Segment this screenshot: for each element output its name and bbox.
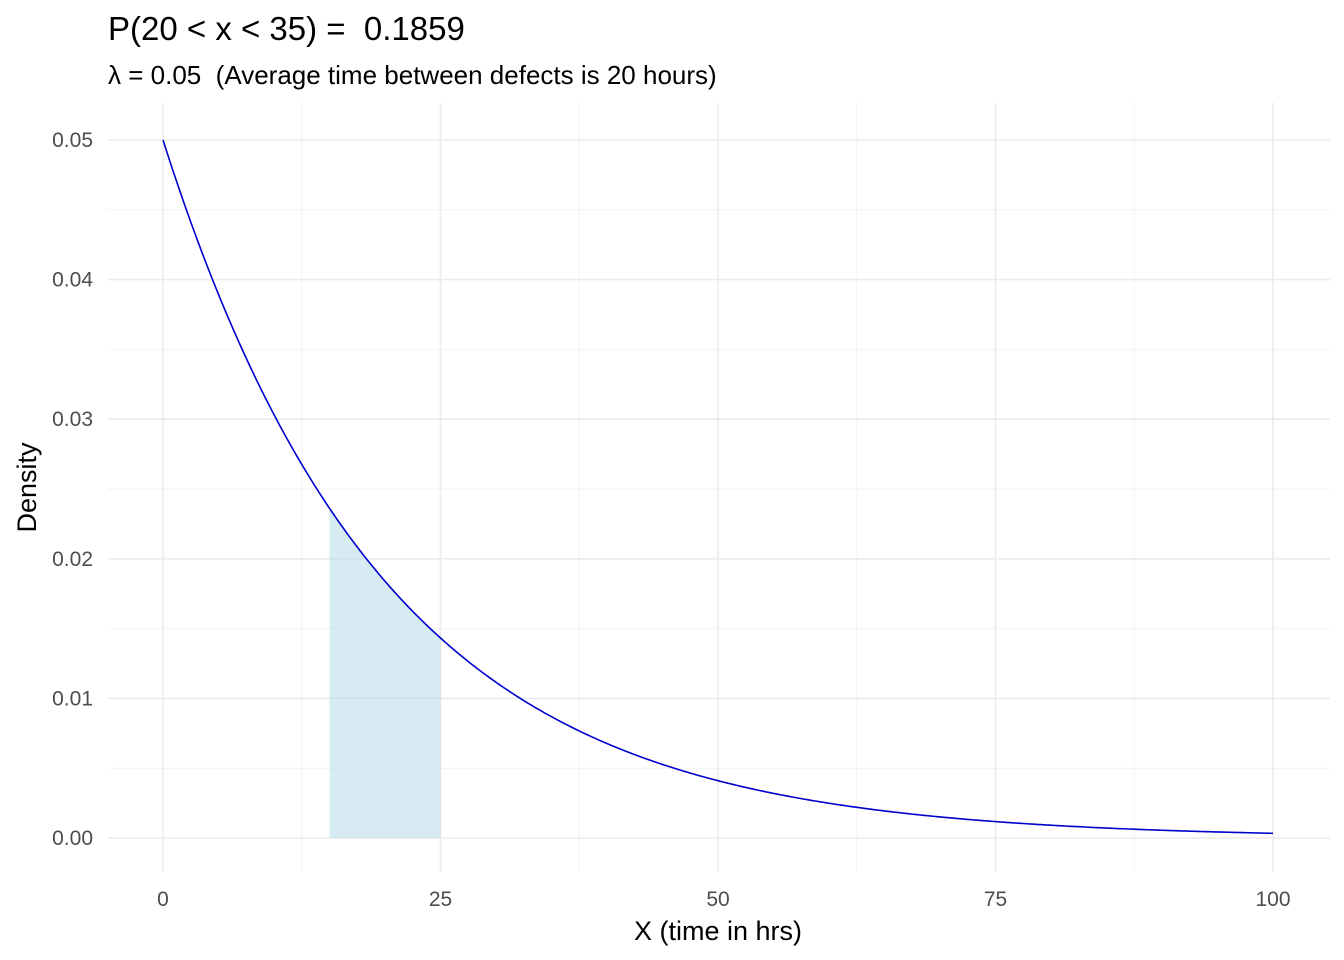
y-axis-ticks: 0.00 0.01 0.02 0.03 0.04 0.05 (52, 129, 93, 850)
density-curve (162, 139, 1274, 835)
x-axis-title: X (time in hrs) (634, 916, 802, 946)
minor-gridlines (108, 103, 1330, 872)
y-tick-label: 0.03 (52, 408, 93, 431)
y-tick-label: 0.00 (52, 827, 93, 850)
x-tick-label: 100 (1255, 888, 1290, 911)
x-tick-label: 25 (429, 888, 452, 911)
y-tick-label: 0.01 (52, 687, 93, 710)
y-tick-label: 0.02 (52, 548, 93, 571)
x-tick-label: 0 (157, 888, 169, 911)
major-gridlines (108, 103, 1330, 872)
y-tick-label: 0.04 (52, 269, 93, 292)
shaded-probability-area (329, 508, 441, 838)
chart-title: P(20 < x < 35) = 0.1859 (108, 10, 465, 47)
x-tick-label: 50 (706, 888, 729, 911)
x-axis-ticks: 0 25 50 75 100 (157, 888, 1290, 911)
y-axis-title: Density (12, 442, 42, 533)
y-tick-label: 0.05 (52, 129, 93, 152)
x-tick-label: 75 (984, 888, 1007, 911)
chart-subtitle: λ = 0.05 (Average time between defects i… (108, 60, 717, 90)
